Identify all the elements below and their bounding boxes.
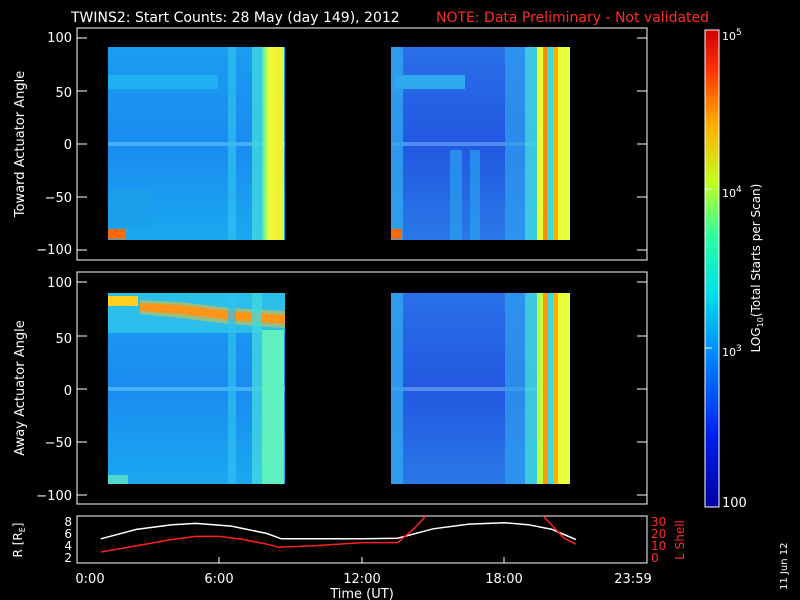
panel-away-frame [76,271,648,505]
heatmap-saturated-stripe [262,47,284,240]
tick-label: 100 [47,276,72,291]
heatmap-stripe [252,47,262,240]
heatmap-stripe [470,150,480,240]
tick-label: −100 [36,243,72,258]
heatmap-low-patch [108,475,128,484]
yaxis-away: 100 50 0 −50 −100 Away Actuator Angle [13,276,647,504]
colorbar-label: LOG10(Total Starts per Scan) [749,184,765,353]
tick-label: 23:59 [614,572,651,587]
heatmap-stripe [562,47,570,240]
heatmap-ridge [391,142,570,146]
radius-line [100,521,577,541]
heatmap-stripe [543,47,547,240]
heatmap-stripe [525,47,537,240]
tick-label: 18:00 [485,572,522,587]
tick-label: 100 [47,31,72,46]
orbit-left-ylabel: R [RE] [11,523,27,558]
heatmap-ridge [391,387,570,391]
heatmap-ridge [108,387,285,391]
tick-label: 50 [55,86,72,101]
heatmap-ridge [108,142,285,146]
heatmap-stripe [553,47,558,240]
lshell-line [542,516,577,545]
heatmap-stripe [537,293,543,484]
heatmap-stripe [450,150,462,240]
tick-label: 50 [55,332,72,347]
colorbar-gradient [704,29,720,508]
orbit-right-ylabel: L Shell [673,520,687,560]
tick-label: −50 [45,191,72,206]
tick-label: −100 [36,489,72,504]
tick-label: 0 [64,138,72,153]
orbit-axes: 8 6 4 2 30 20 10 0 R [RE] L Shell 0:00 6… [11,515,687,600]
heatmap-hot-band-glow [140,300,285,328]
colorbar-tick-label: 104 [722,185,742,200]
colorbar: 105 104 103 100 LOG10(Total Starts per Sca… [704,28,765,511]
orbit-lines [100,516,577,553]
heatmap-band [108,296,138,306]
heatmap-hot-edge [391,229,401,239]
heatmap-hot-edge [108,229,126,239]
tick-label: 6:00 [204,572,233,587]
tick-label: 4 [64,539,72,553]
heatmap-stripe [252,293,262,484]
heatmap-stripe [228,293,236,484]
lshell-line [100,516,427,553]
heatmap-stripe [553,293,558,484]
yaxis-label: Toward Actuator Angle [13,71,28,218]
heatmap-stripe [558,47,562,240]
heatmap-stripe [543,293,547,484]
xaxis-label: Time (UT) [329,587,394,600]
heatmap-stripe [525,293,537,484]
colorbar-tick-label: 105 [722,28,742,43]
heatmap-band [395,75,465,89]
colorbar-ticks: 105 104 103 [705,28,742,359]
tick-label: 30 [651,515,666,529]
yaxis-toward: 100 50 0 −50 −100 Toward Actuator Angle [13,31,647,258]
heatmap-cold-patch [112,190,152,225]
yaxis-label: Away Actuator Angle [13,320,28,455]
heatmap-stripe [228,47,236,240]
colorbar-min-label: 100 [722,496,747,511]
tick-label: 0 [651,551,659,565]
tick-label: 0 [64,384,72,399]
heatmap-stripe [505,293,525,484]
heatmap-stripe [391,293,403,484]
heatmap-stripe [537,47,543,240]
colorbar-tick-label: 103 [722,344,742,359]
heatmap-saturated-stripe [262,330,284,484]
heatmap-band [108,75,218,89]
tick-label: 12:00 [343,572,380,587]
chart-note: NOTE: Data Preliminary - Not validated [436,10,709,26]
tick-label: 0:00 [75,572,104,587]
heatmap-stripe [391,47,403,240]
heatmap-stripe [547,293,553,484]
heatmap-stripe [547,47,553,240]
tick-label: 10 [651,539,666,553]
tick-label: 8 [64,515,72,529]
tick-label: 6 [64,527,72,541]
heatmap-stripe [505,47,525,240]
heatmap-toward [108,47,570,240]
chart-title: TWINS2: Start Counts: 28 May (day 149), … [70,10,400,26]
tick-label: 20 [651,527,666,541]
tick-label: −50 [45,436,72,451]
tick-label: 2 [64,551,72,565]
heatmap-stripe [562,293,570,484]
date-stamp: 11 Jun 12 [779,543,790,590]
heatmap-stripe [558,293,562,484]
heatmap-away [108,293,570,484]
